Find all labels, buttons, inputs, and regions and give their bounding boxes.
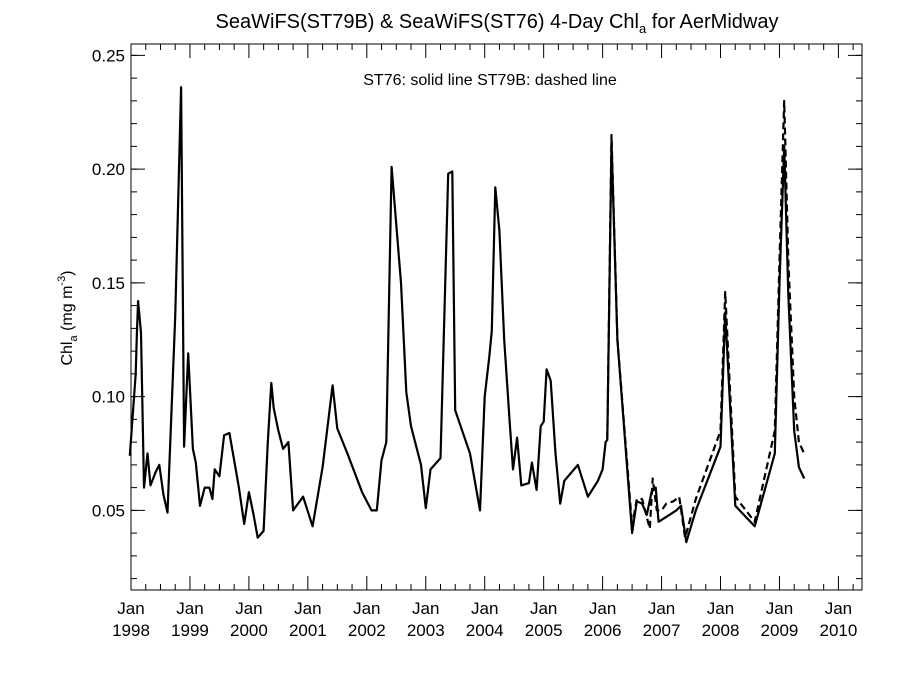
y-tick-label: 0.10 <box>92 388 125 407</box>
x-tick-month-label: Jan <box>117 599 144 618</box>
legend-annotation: ST76: solid line ST79B: dashed line <box>363 72 617 89</box>
x-tick-month-label: Jan <box>707 599 734 618</box>
plot-frame <box>130 43 863 591</box>
chart-title: SeaWiFS(ST79B) & SeaWiFS(ST76) 4-Day Chl… <box>216 11 779 36</box>
y-tick-label: 0.20 <box>92 160 125 179</box>
y-tick-label: 0.15 <box>92 274 125 293</box>
x-tick-month-label: Jan <box>530 599 557 618</box>
x-tick-year-label: 2010 <box>820 621 858 640</box>
x-tick-month-label: Jan <box>825 599 852 618</box>
x-tick-month-label: Jan <box>471 599 498 618</box>
x-tick-year-label: 1999 <box>171 621 209 640</box>
x-tick-month-label: Jan <box>353 599 380 618</box>
x-tick-year-label: 2008 <box>702 621 740 640</box>
x-tick-month-label: Jan <box>235 599 262 618</box>
x-tick-year-label: 2003 <box>407 621 445 640</box>
x-tick-month-label: Jan <box>648 599 675 618</box>
x-tick-year-label: 2001 <box>289 621 327 640</box>
y-tick-label: 0.05 <box>92 501 125 520</box>
x-tick-year-label: 2005 <box>525 621 563 640</box>
x-tick-month-label: Jan <box>294 599 321 618</box>
series-line-st79b <box>606 99 806 539</box>
x-tick-month-label: Jan <box>589 599 616 618</box>
x-tick-year-label: 2004 <box>466 621 504 640</box>
y-axis-label: Chla (mg m-3) <box>56 270 80 365</box>
x-tick-year-label: 2007 <box>643 621 681 640</box>
y-tick-label: 0.25 <box>92 46 125 65</box>
x-tick-month-label: Jan <box>412 599 439 618</box>
x-tick-year-label: 2002 <box>348 621 386 640</box>
x-tick-year-label: 2006 <box>584 621 622 640</box>
series-layer <box>128 86 806 544</box>
y-axis: 0.05 0.10 0.15 0.20 0.25 <box>92 46 862 580</box>
series-line-st76 <box>128 86 806 544</box>
x-axis: Jan 1998 Jan 1999 Jan 2000 Jan 2001 Jan 2002 Jan 20… <box>112 44 857 640</box>
x-tick-month-label: Jan <box>766 599 793 618</box>
x-tick-year-label: 2009 <box>761 621 799 640</box>
x-tick-year-label: 1998 <box>112 621 150 640</box>
x-tick-year-label: 2000 <box>230 621 268 640</box>
x-tick-month-label: Jan <box>176 599 203 618</box>
